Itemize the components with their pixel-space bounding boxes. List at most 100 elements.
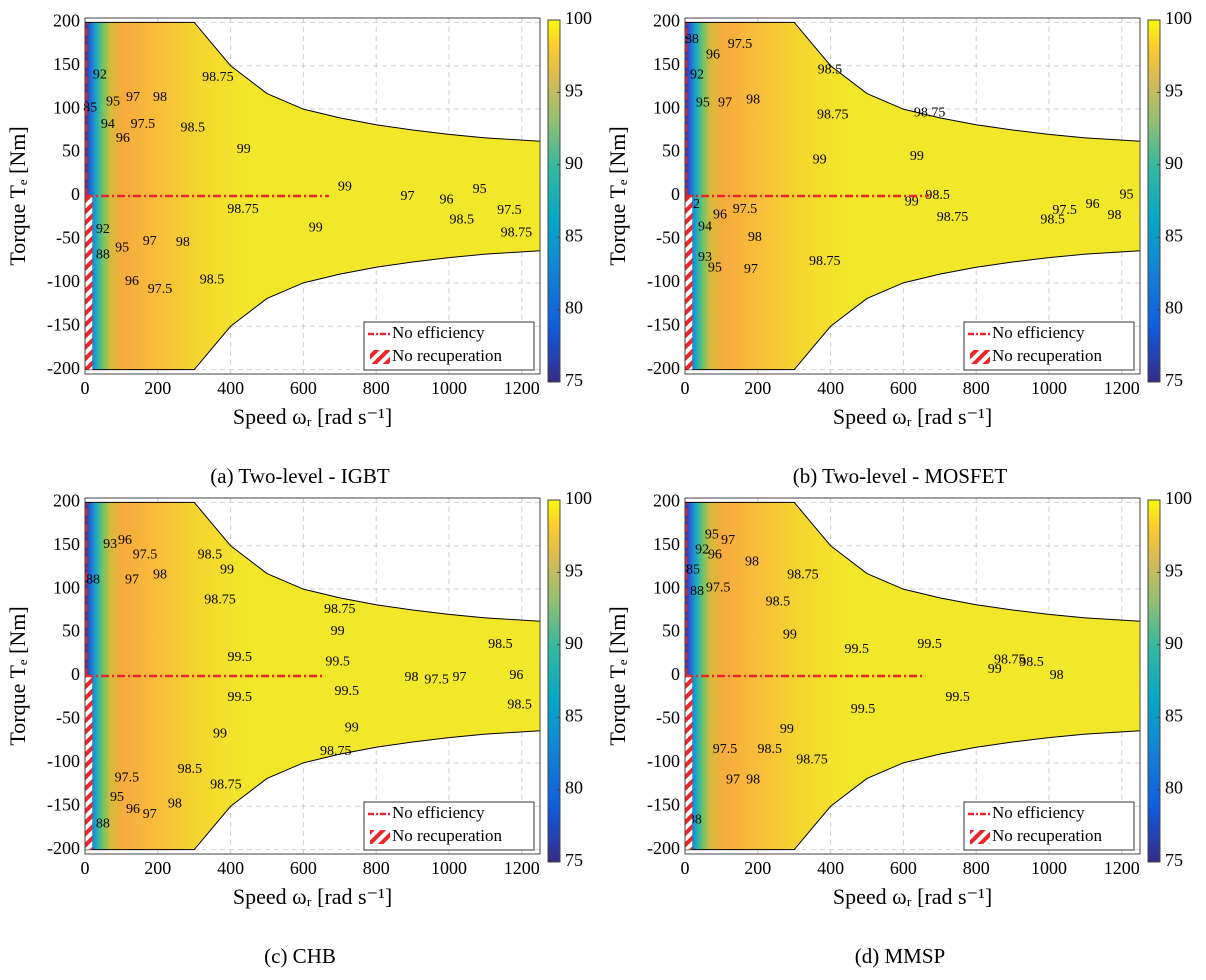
colorbar-tick-label: 80 bbox=[565, 298, 583, 318]
contour-label: 97 bbox=[718, 95, 732, 110]
colorbar-tick-label: 80 bbox=[565, 778, 583, 798]
no-recuperation bbox=[685, 196, 693, 370]
x-tick-label: 600 bbox=[890, 378, 917, 398]
y-tick-label: 150 bbox=[53, 54, 80, 74]
panel: 0 200 400 600 800 1000 1200 -200 -150 -100 -50 0 50 1… bbox=[5, 488, 592, 968]
contour-label: 96 bbox=[125, 274, 139, 289]
contour-label: 97.5 bbox=[497, 203, 522, 218]
x-tick-label: 400 bbox=[217, 858, 244, 878]
contour-label: 98 bbox=[176, 235, 190, 250]
contour-label: 88 bbox=[96, 817, 110, 832]
contour-label: 97 bbox=[143, 234, 157, 249]
panel: 0 200 400 600 800 1000 1200 -200 -150 -100 -50 0 50 1… bbox=[605, 488, 1192, 968]
contour-label: 98.5 bbox=[200, 272, 225, 287]
y-tick-label: -100 bbox=[647, 271, 680, 291]
contour-label: 95 bbox=[110, 790, 124, 805]
y-tick-label: 200 bbox=[53, 490, 80, 510]
x-tick-label: 600 bbox=[290, 858, 317, 878]
colorbar-tick-label: 90 bbox=[565, 153, 583, 173]
contour-label: 95 bbox=[106, 94, 120, 109]
contour-label: 99 bbox=[213, 726, 227, 741]
y-tick-label: -200 bbox=[647, 838, 680, 858]
legend-label: No efficiency bbox=[392, 323, 485, 342]
torque-limit bbox=[85, 21, 541, 142]
legend-swatch bbox=[370, 830, 390, 844]
contour-label: 98 bbox=[405, 670, 419, 685]
x-axis-label: Speed ωᵣ [rad s⁻¹] bbox=[233, 884, 392, 909]
contour-label: 97 bbox=[143, 807, 157, 822]
y-tick-label: 150 bbox=[653, 54, 680, 74]
x-tick-label: 400 bbox=[817, 378, 844, 398]
contour-label: 98 bbox=[1050, 668, 1064, 683]
panel: 0 200 400 600 800 1000 1200 -200 -150 -100 -50 0 50 1… bbox=[605, 8, 1192, 488]
contour-label: 96 bbox=[1086, 197, 1100, 212]
x-tick-label: 800 bbox=[363, 858, 390, 878]
colorbar-tick-label: 80 bbox=[1165, 778, 1183, 798]
contour-label: 95 bbox=[708, 260, 722, 275]
legend-label: No efficiency bbox=[992, 803, 1085, 822]
contour-label: 95 bbox=[696, 95, 710, 110]
y-tick-label: -100 bbox=[47, 751, 80, 771]
colorbar-tick-label: 95 bbox=[565, 561, 583, 581]
contour-label: 99.5 bbox=[227, 650, 252, 665]
contour-label: 98 bbox=[1108, 208, 1122, 223]
contour-label: 97.5 bbox=[133, 548, 158, 563]
contour-label: 88 bbox=[685, 32, 699, 47]
contour-label: 98.5 bbox=[178, 762, 203, 777]
axes-frame bbox=[684, 17, 1141, 375]
y-tick-label: -150 bbox=[47, 314, 80, 334]
colorbar-tick-label: 75 bbox=[1165, 850, 1183, 870]
torque-limit bbox=[685, 250, 1141, 371]
contour-label: 97 bbox=[125, 573, 139, 588]
legend-swatch bbox=[370, 350, 390, 364]
contour-label: 98 bbox=[153, 567, 167, 582]
x-tick-label: 400 bbox=[817, 858, 844, 878]
y-tick-label: 0 bbox=[671, 664, 680, 684]
contour-label: 98 bbox=[746, 93, 760, 108]
contour-label: 98.75 bbox=[320, 744, 352, 759]
legend-label: No recuperation bbox=[992, 826, 1102, 845]
contour-label: 97 bbox=[726, 772, 740, 787]
colorbar-tick-label: 85 bbox=[565, 225, 583, 245]
contour-label: 97.5 bbox=[148, 282, 173, 297]
x-axis-label: Speed ωᵣ [rad s⁻¹] bbox=[233, 404, 392, 429]
legend-label: No recuperation bbox=[392, 826, 502, 845]
y-axis-label: Torque Tₑ [Nm] bbox=[5, 606, 30, 745]
contour-label: 97.5 bbox=[131, 117, 156, 132]
colorbar bbox=[1147, 499, 1161, 863]
y-tick-label: 200 bbox=[53, 10, 80, 30]
contour-label: 98.75 bbox=[787, 567, 819, 582]
contour-label: 94 bbox=[698, 219, 712, 234]
x-tick-label: 1000 bbox=[431, 858, 467, 878]
contour-label: 98.5 bbox=[1019, 655, 1044, 670]
x-tick-label: 800 bbox=[963, 858, 990, 878]
y-tick-label: -50 bbox=[656, 228, 680, 248]
y-tick-label: -200 bbox=[47, 358, 80, 378]
y-tick-label: 200 bbox=[653, 10, 680, 30]
contour-label: 98.75 bbox=[937, 210, 969, 225]
colorbar-tick-label: 100 bbox=[1165, 488, 1192, 508]
y-tick-label: -200 bbox=[647, 358, 680, 378]
colorbar-tick-label: 100 bbox=[565, 8, 592, 28]
legend-swatch bbox=[970, 830, 990, 844]
contour-label: 96 bbox=[509, 668, 523, 683]
x-tick-label: 200 bbox=[144, 858, 171, 878]
y-tick-label: 50 bbox=[662, 621, 680, 641]
y-tick-label: -100 bbox=[47, 271, 80, 291]
x-axis-label: Speed ωᵣ [rad s⁻¹] bbox=[833, 884, 992, 909]
colorbar-tick-label: 95 bbox=[1165, 561, 1183, 581]
contour-label: 95 bbox=[115, 240, 129, 255]
contour-label: 99.5 bbox=[917, 637, 942, 652]
contour-label: 99.5 bbox=[851, 702, 876, 717]
contour-label: 98.75 bbox=[501, 226, 533, 241]
caption: (d) MMSP bbox=[855, 944, 945, 968]
contour-label: 97 bbox=[126, 90, 140, 105]
contour-label: 99 bbox=[309, 220, 323, 235]
y-axis-label: Torque Tₑ [Nm] bbox=[605, 126, 630, 265]
y-tick-label: -150 bbox=[647, 314, 680, 334]
contour-label: 88 bbox=[96, 247, 110, 262]
contour-label: 96 bbox=[126, 802, 140, 817]
contour-label: 98.75 bbox=[809, 254, 841, 269]
y-tick-label: 150 bbox=[53, 534, 80, 554]
